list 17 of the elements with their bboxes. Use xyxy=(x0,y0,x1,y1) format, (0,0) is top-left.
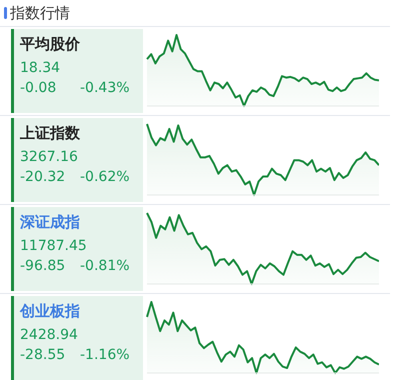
text: -0.08 xyxy=(20,80,58,96)
text: 指数行情 xyxy=(10,4,70,22)
text: -96.85 xyxy=(20,258,66,274)
text: -0.43% xyxy=(80,80,130,96)
chart-title: 平均股价 xyxy=(20,35,81,54)
text: 18.34 xyxy=(20,60,62,76)
text: 2428.94 xyxy=(20,327,79,343)
chart-title: 创业板指 xyxy=(20,302,81,321)
text: 11787.45 xyxy=(20,238,88,254)
text: 3267.16 xyxy=(20,149,79,165)
chart-title: 上证指数 xyxy=(20,124,81,143)
text: -0.81% xyxy=(80,258,130,274)
text: -28.55 xyxy=(20,347,66,363)
text: -0.62% xyxy=(80,169,130,185)
text: -20.32 xyxy=(20,169,66,185)
chart-title: 深证成指 xyxy=(20,213,81,232)
text: -1.16% xyxy=(80,347,130,363)
